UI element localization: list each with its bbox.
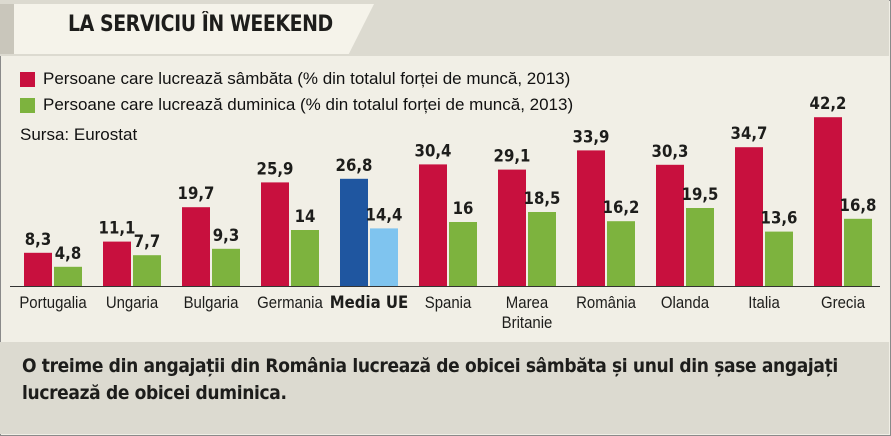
legend-swatch-saturday bbox=[20, 71, 35, 87]
legend-label-saturday: Persoane care lucrează sâmbăta (% din to… bbox=[43, 69, 571, 88]
value-label-sunday-marea-britanie: 18,5 bbox=[524, 188, 561, 208]
bar-sunday-rom-nia bbox=[607, 221, 635, 286]
value-label-sunday-olanda: 19,5 bbox=[682, 184, 719, 204]
value-label-saturday-spania: 30,4 bbox=[415, 140, 452, 160]
value-label-sunday-portugalia: 4,8 bbox=[55, 243, 81, 263]
category-label-germania: Germania bbox=[257, 294, 323, 312]
category-label-portugalia: Portugalia bbox=[19, 294, 86, 312]
bar-saturday-marea-britanie bbox=[498, 169, 526, 286]
bar-saturday-italia bbox=[735, 147, 763, 286]
value-label-saturday-germania: 25,9 bbox=[257, 158, 294, 178]
bar-sunday-germania bbox=[291, 230, 319, 286]
category-label-ungaria: Ungaria bbox=[106, 294, 158, 312]
bar-sunday-marea-britanie bbox=[528, 212, 556, 286]
category-label-media-ue: Media UE bbox=[330, 292, 408, 312]
bar-sunday-grecia bbox=[844, 218, 872, 286]
chart-title: LA SERVICIU ÎN WEEKEND bbox=[68, 12, 333, 37]
source-note: Sursa: Eurostat bbox=[20, 125, 138, 144]
value-label-saturday-media-ue: 26,8 bbox=[336, 155, 373, 175]
category-label-spania: Spania bbox=[425, 294, 472, 312]
value-label-saturday-rom-nia: 33,9 bbox=[573, 126, 610, 146]
footer-band bbox=[0, 342, 889, 434]
bar-saturday-spania bbox=[419, 164, 447, 286]
bar-saturday-grecia bbox=[814, 117, 842, 286]
category-label-italia: Italia bbox=[748, 294, 780, 312]
value-label-sunday-grecia: 16,8 bbox=[840, 195, 877, 215]
value-label-saturday-ungaria: 11,1 bbox=[99, 218, 136, 238]
value-label-saturday-marea-britanie: 29,1 bbox=[494, 146, 531, 166]
bar-saturday-bulgaria bbox=[182, 207, 210, 286]
value-label-sunday-ungaria: 7,7 bbox=[134, 231, 160, 251]
value-label-sunday-media-ue: 14,4 bbox=[366, 204, 403, 224]
bar-sunday-olanda bbox=[686, 208, 714, 286]
category-label-marea-britanie-line-2: Britanie bbox=[502, 314, 553, 332]
bar-sunday-media-ue bbox=[370, 228, 398, 286]
bar-sunday-bulgaria bbox=[212, 248, 240, 286]
category-label-bulgaria: Bulgaria bbox=[184, 294, 239, 312]
bar-saturday-portugalia bbox=[24, 252, 52, 286]
legend-item-sunday: Persoane care lucrează duminica (% din t… bbox=[20, 92, 573, 118]
category-label-olanda: Olanda bbox=[661, 294, 709, 312]
legend-label-sunday: Persoane care lucrează duminica (% din t… bbox=[43, 95, 574, 114]
bar-sunday-ungaria bbox=[133, 255, 161, 286]
legend-swatch-sunday bbox=[20, 97, 35, 113]
bar-sunday-italia bbox=[765, 231, 793, 286]
value-label-sunday-bulgaria: 9,3 bbox=[213, 225, 239, 245]
bar-saturday-ungaria bbox=[103, 241, 131, 286]
footer-caption-line-1: O treime din angajații din România lucre… bbox=[22, 355, 838, 377]
category-label-rom-nia: România bbox=[576, 294, 636, 312]
bar-saturday-olanda bbox=[656, 164, 684, 286]
value-label-sunday-germania: 14 bbox=[295, 206, 316, 226]
header-tag bbox=[0, 4, 14, 54]
legend: Persoane care lucrează sâmbăta (% din to… bbox=[20, 66, 573, 118]
value-label-sunday-spania: 16 bbox=[453, 198, 474, 218]
category-label-grecia: Grecia bbox=[821, 294, 865, 312]
legend-item-saturday: Persoane care lucrează sâmbăta (% din to… bbox=[20, 66, 573, 92]
value-label-saturday-italia: 34,7 bbox=[731, 123, 768, 143]
value-label-sunday-rom-nia: 16,2 bbox=[603, 197, 640, 217]
bar-sunday-portugalia bbox=[54, 266, 82, 286]
value-label-saturday-portugalia: 8,3 bbox=[25, 229, 51, 249]
bar-sunday-spania bbox=[449, 222, 477, 286]
value-label-saturday-olanda: 30,3 bbox=[652, 141, 689, 161]
category-label-marea-britanie-line-1: Marea bbox=[506, 294, 548, 312]
footer-caption: O treime din angajații din România lucre… bbox=[22, 353, 872, 407]
bar-saturday-rom-nia bbox=[577, 150, 605, 286]
bar-saturday-germania bbox=[261, 182, 289, 286]
footer-caption-line-2: lucrează de obicei duminica. bbox=[22, 382, 287, 404]
bar-saturday-media-ue bbox=[340, 178, 368, 286]
value-label-sunday-italia: 13,6 bbox=[761, 208, 798, 228]
value-label-saturday-bulgaria: 19,7 bbox=[178, 183, 215, 203]
value-label-saturday-grecia: 42,2 bbox=[810, 93, 847, 113]
header-title-box bbox=[14, 4, 374, 54]
bar-chart: 8,34,8 Portugalia 11,17,7 Ungaria 19,7 9,3 Bul… bbox=[10, 93, 880, 332]
